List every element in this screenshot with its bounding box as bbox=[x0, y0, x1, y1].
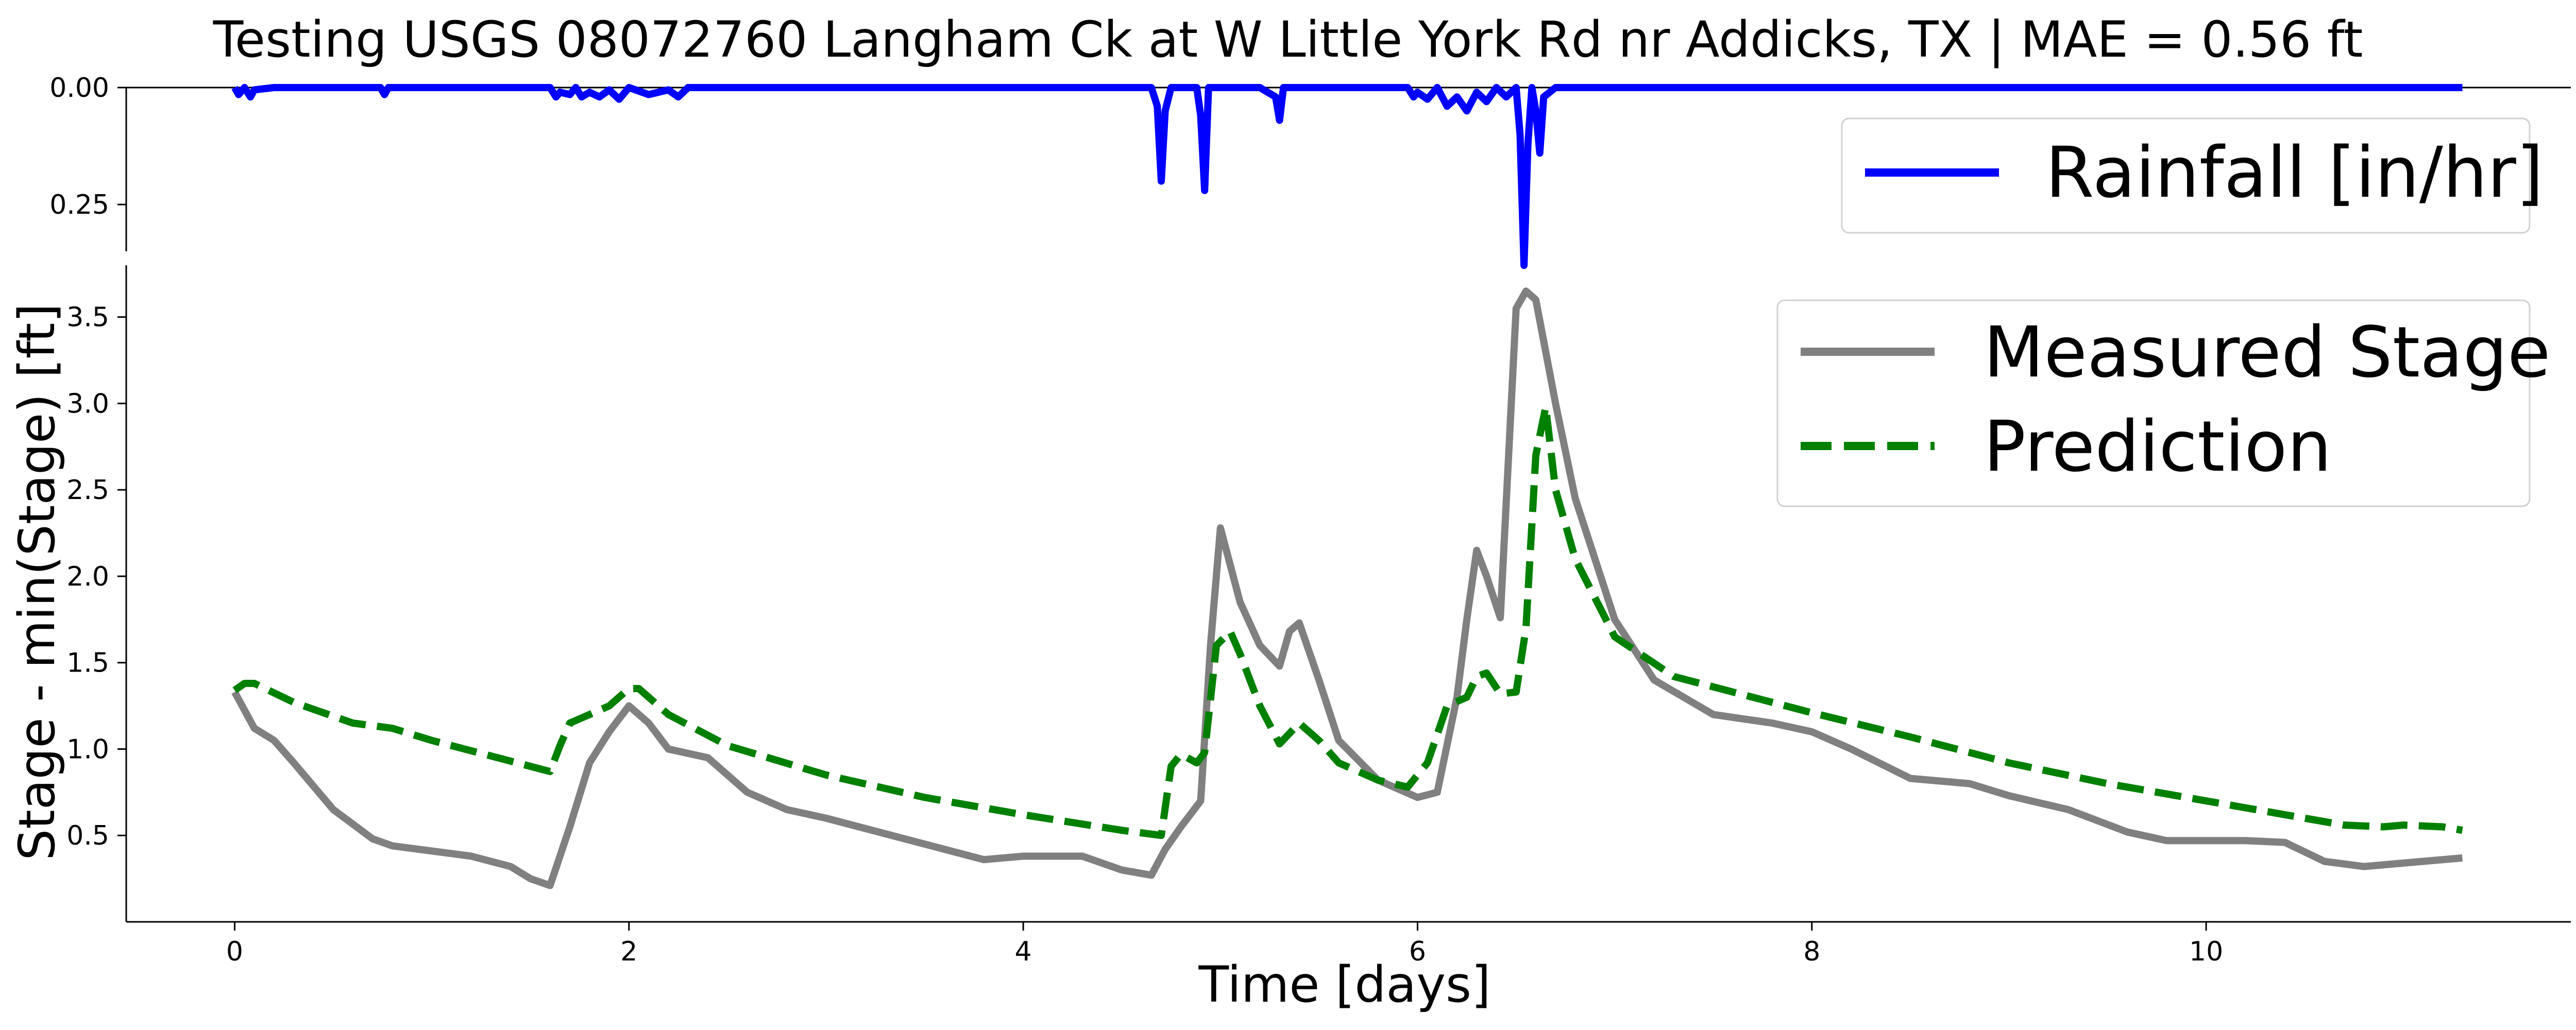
rainfall-legend: Rainfall [in/hr] bbox=[1841, 117, 2544, 234]
stage-series-group bbox=[231, 287, 2463, 889]
x-tick-label: 2 bbox=[620, 936, 637, 967]
rainfall-legend-box bbox=[1841, 117, 2531, 234]
rainfall-y-tick-label: 0.25 bbox=[49, 190, 109, 220]
measured-legend-label: Measured Stage bbox=[1984, 312, 2551, 393]
stage-legend-box bbox=[1776, 299, 2531, 507]
x-tick-label: 6 bbox=[1409, 936, 1426, 967]
rainfall-panel: 0.00 0.25 Rainfall [in/hr] bbox=[49, 73, 2571, 269]
stage-y-tick-label: 3.0 bbox=[66, 388, 109, 419]
stage-y-tick-label: 0.5 bbox=[66, 820, 109, 851]
stage-x-ticks: 0 2 4 6 8 10 bbox=[226, 922, 2223, 967]
stage-y-tick-label: 1.5 bbox=[66, 648, 109, 679]
measured-stage-line bbox=[231, 287, 2463, 889]
y-axis-label: Stage - min(Stage) [ft] bbox=[8, 303, 66, 861]
x-tick-label: 0 bbox=[226, 936, 243, 967]
x-tick-label: 8 bbox=[1803, 936, 1820, 967]
chart-title: Testing USGS 08072760 Langham Ck at W Li… bbox=[213, 11, 2363, 69]
x-axis-label: Time [days] bbox=[1198, 956, 1491, 1014]
rainfall-y-ticks: 0.00 0.25 bbox=[49, 73, 126, 220]
stage-y-ticks: 0.5 1.0 1.5 2.0 2.5 3.0 3.5 bbox=[66, 302, 126, 851]
stage-y-tick-label: 3.5 bbox=[66, 302, 109, 333]
prediction-line bbox=[232, 403, 2463, 839]
stage-y-tick-label: 2.0 bbox=[66, 561, 109, 592]
rainfall-legend-label: Rainfall [in/hr] bbox=[2045, 132, 2544, 214]
stage-legend: Measured Stage Prediction bbox=[1776, 299, 2551, 507]
prediction-legend-label: Prediction bbox=[1984, 406, 2332, 488]
stage-panel: 0.5 1.0 1.5 2.0 2.5 3.0 3.5 0 2 4 6 8 10 Stage - mi… bbox=[8, 265, 2571, 1014]
x-tick-label: 4 bbox=[1015, 936, 1032, 967]
x-tick-label: 10 bbox=[2189, 936, 2223, 967]
stage-y-tick-label: 2.5 bbox=[66, 475, 109, 506]
rainfall-y-tick-label: 0.00 bbox=[49, 73, 109, 104]
stage-y-tick-label: 1.0 bbox=[66, 734, 109, 765]
rainfall-series-group bbox=[231, 84, 2463, 269]
rainfall-line bbox=[231, 84, 2463, 269]
